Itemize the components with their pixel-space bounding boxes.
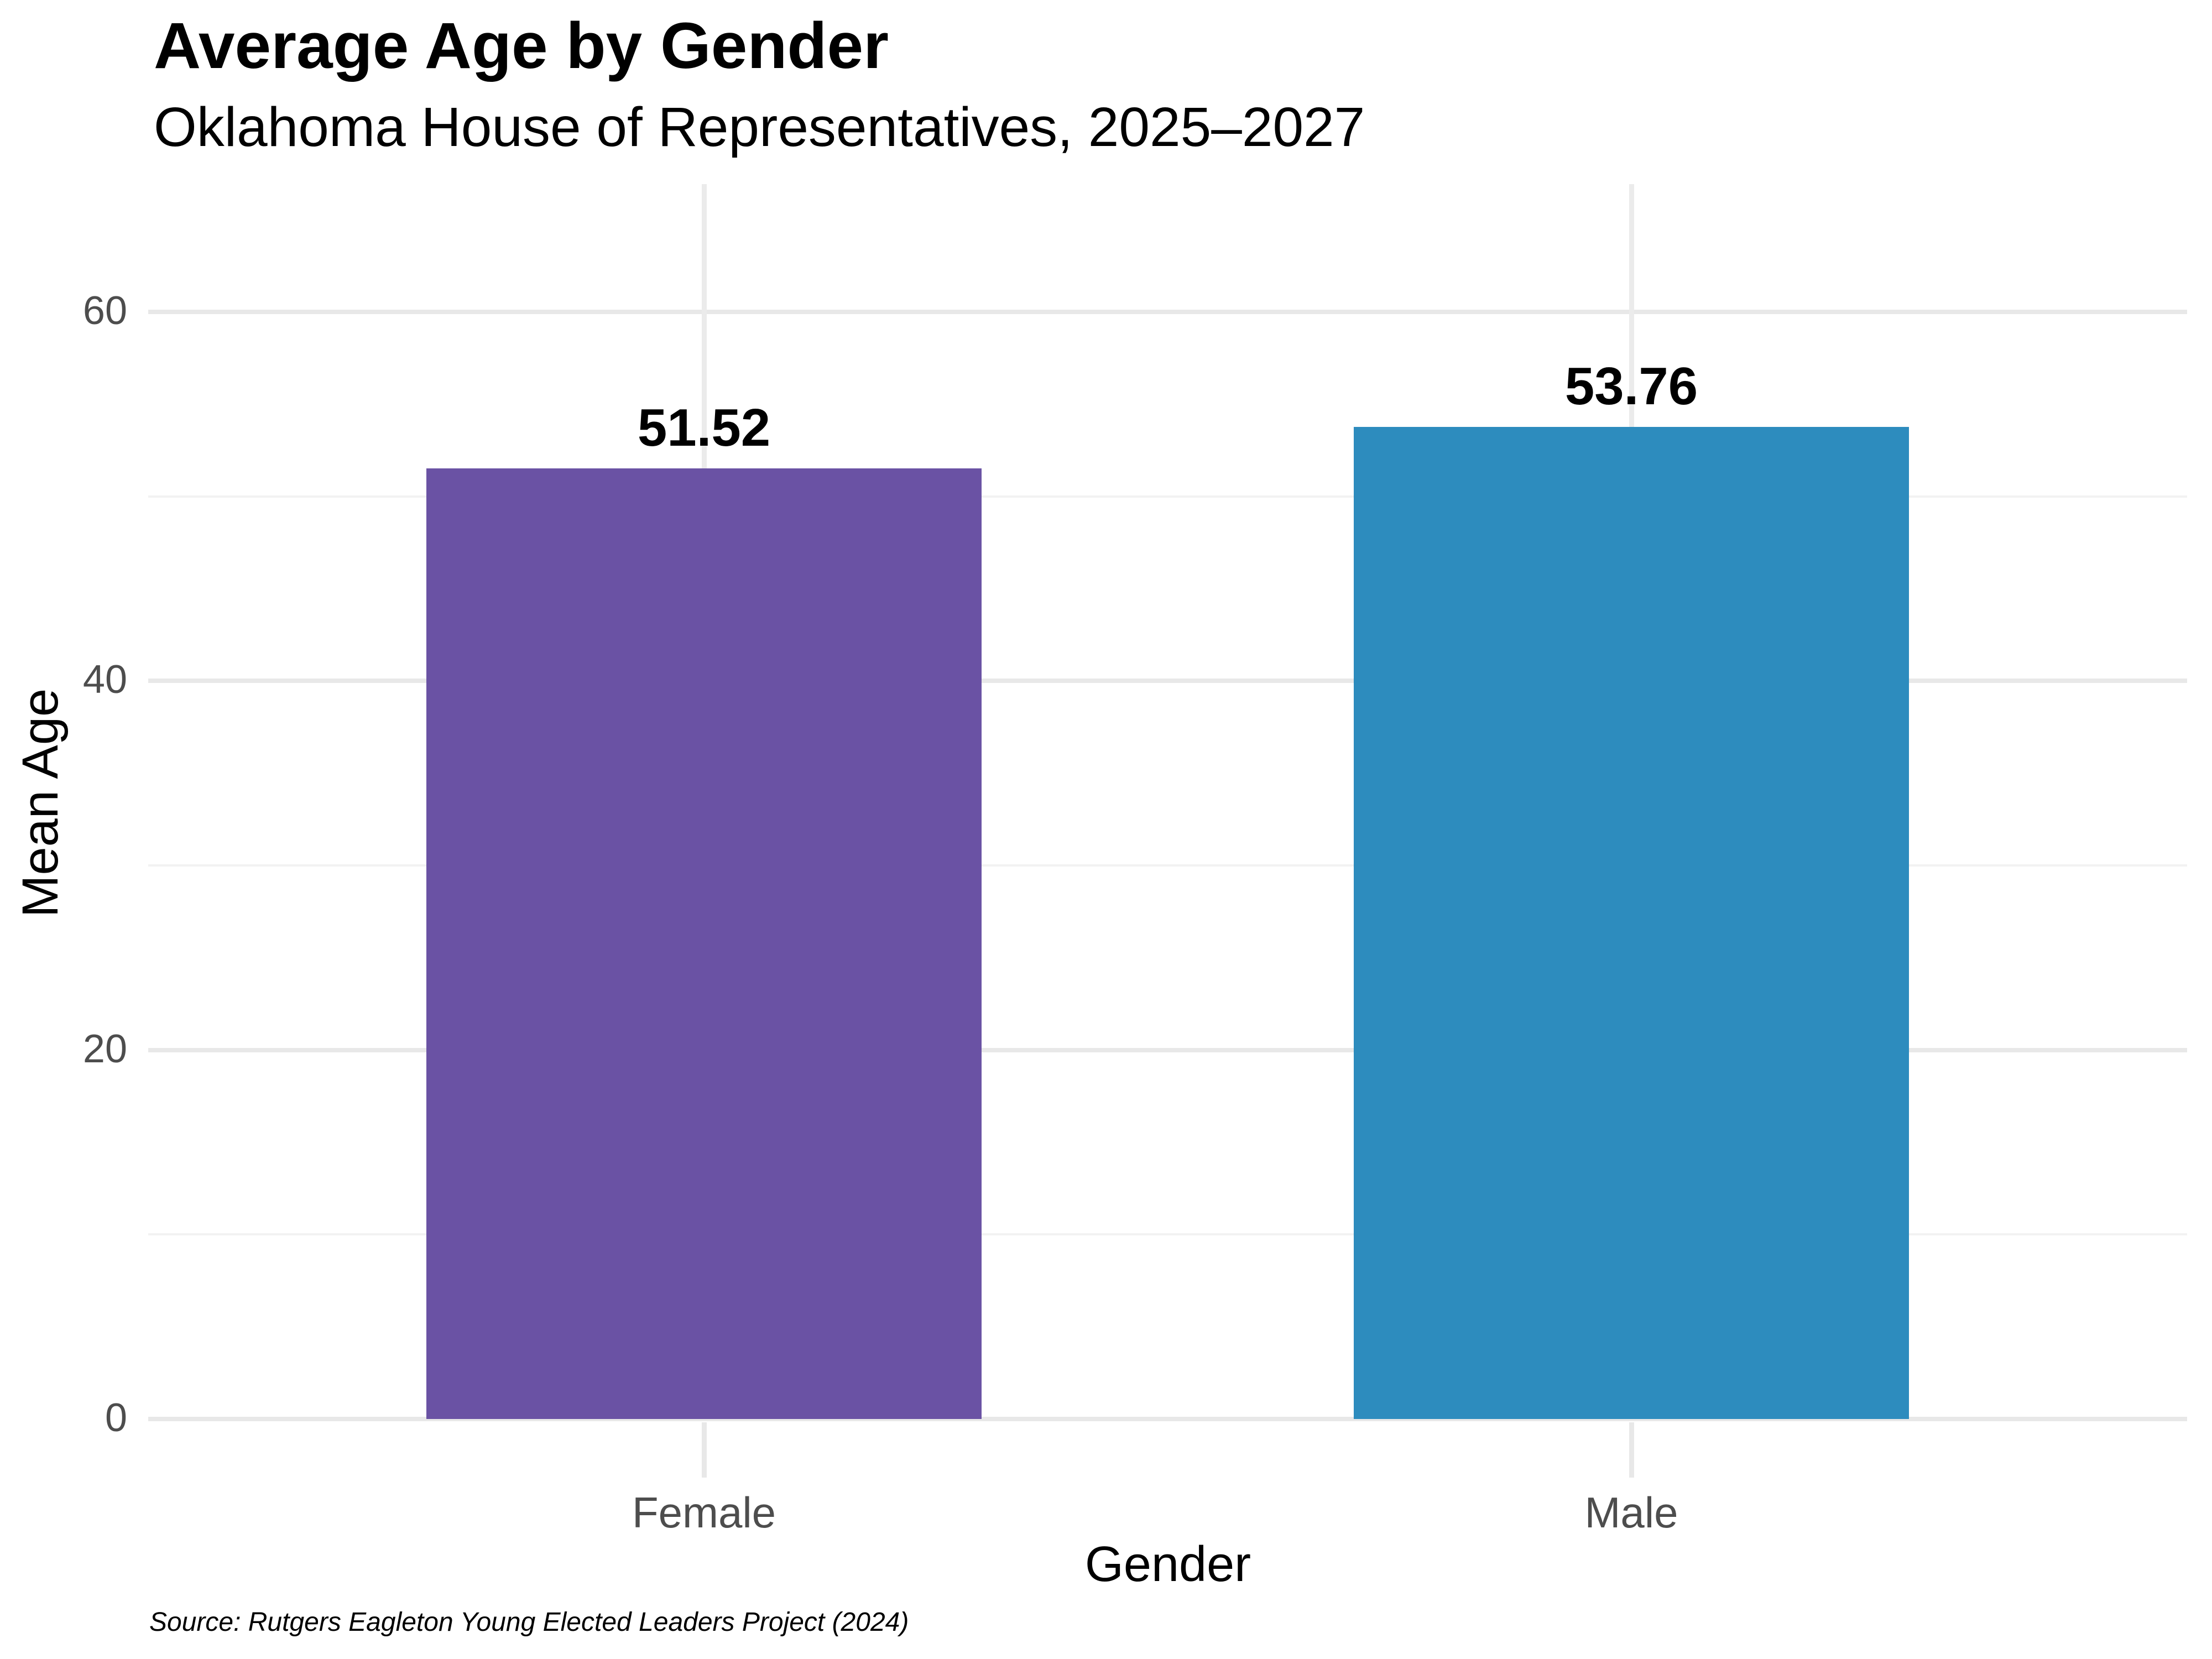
gridline-minor — [148, 864, 2187, 867]
x-tick-label-female: Female — [632, 1488, 776, 1537]
bar-value-label: 53.76 — [1564, 357, 1698, 416]
gridline-minor — [148, 1233, 2187, 1236]
y-axis-title: Mean Age — [12, 688, 69, 918]
y-tick-label: 0 — [105, 1396, 127, 1440]
x-tick-mark — [701, 1422, 707, 1478]
x-tick-label-male: Male — [1584, 1488, 1678, 1537]
x-axis-title: Gender — [1084, 1537, 1251, 1592]
y-tick-label: 20 — [82, 1026, 127, 1071]
plot-panel — [148, 184, 2187, 1421]
bar-female — [426, 468, 982, 1419]
gridline-major — [148, 1417, 2187, 1421]
gridline-major — [148, 679, 2187, 684]
chart-title: Average Age by Gender — [154, 9, 889, 82]
gridline-major — [148, 1047, 2187, 1052]
gridline-minor — [148, 495, 2187, 498]
y-tick-label: 40 — [82, 658, 127, 702]
x-tick-mark — [1629, 1422, 1634, 1478]
bar-male — [1354, 427, 1909, 1419]
chart-subtitle: Oklahoma House of Representatives, 2025–… — [154, 96, 1365, 158]
gridline-major — [148, 309, 2187, 314]
source-caption: Source: Rutgers Eagleton Young Elected L… — [149, 1608, 909, 1637]
y-tick-label: 60 — [82, 288, 127, 333]
bar-value-label: 51.52 — [637, 398, 771, 457]
